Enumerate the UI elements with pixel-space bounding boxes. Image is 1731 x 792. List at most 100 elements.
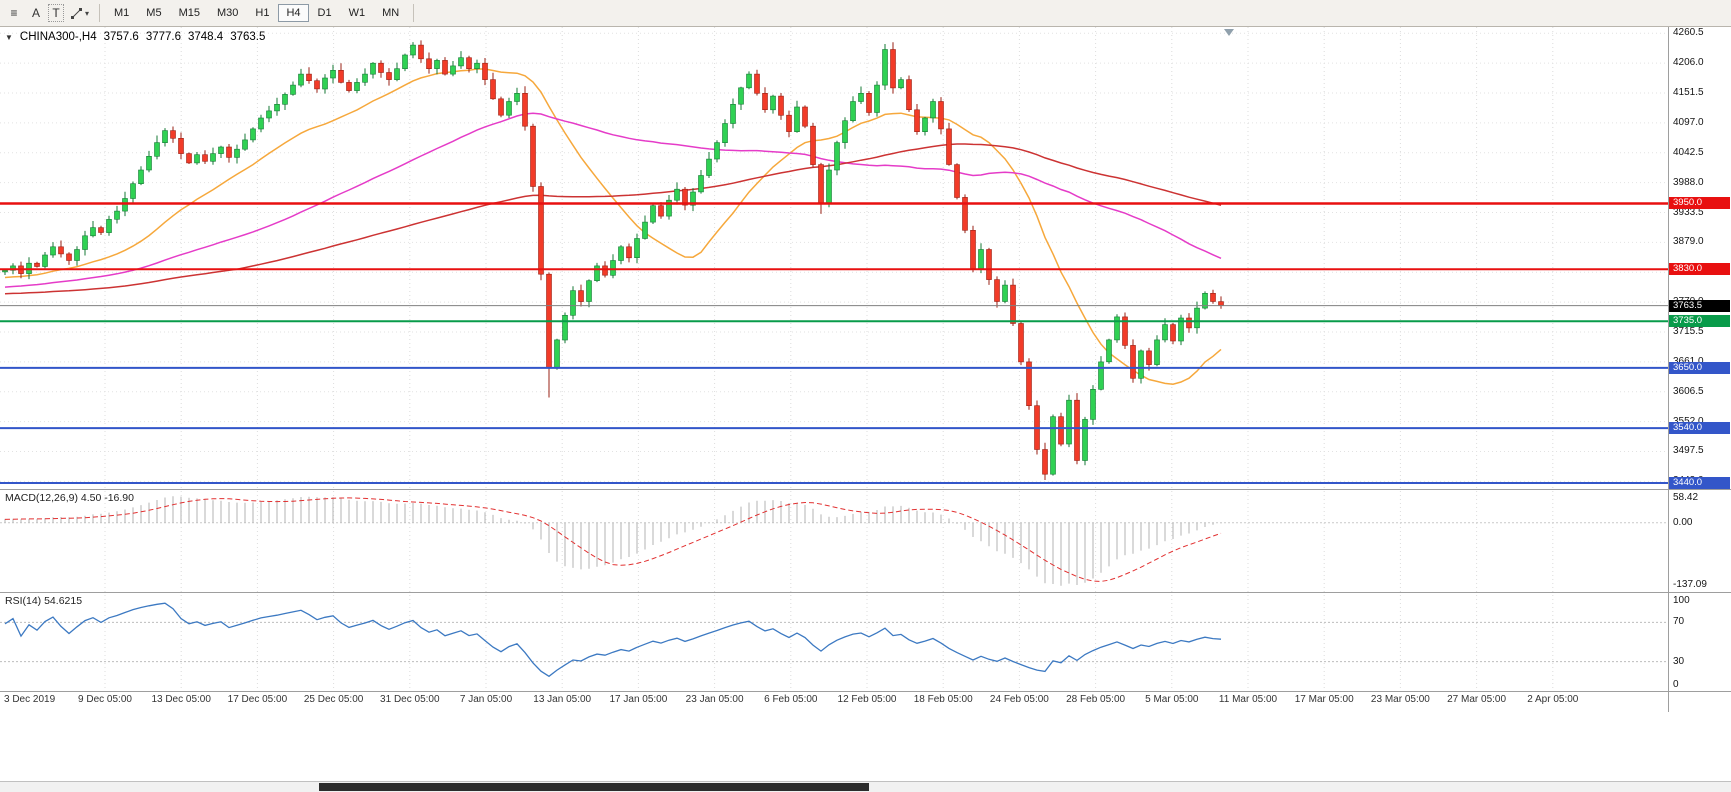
time-axis-label: 11 Mar 05:00 [1218,694,1278,705]
candle-body [242,139,248,150]
price-level-marker[interactable]: 3540.0 [1669,422,1730,435]
candle-body [642,221,648,239]
candle-body [466,57,472,70]
candle-body [226,146,232,158]
candle-body [82,235,88,250]
candle-body [570,290,576,316]
time-axis-label: 7 Jan 05:00 [459,694,513,705]
price-level-marker[interactable]: 3440.0 [1669,476,1730,489]
candle-body [898,79,904,89]
candle-body [730,104,736,124]
timeframe-button-d1[interactable]: D1 [310,4,340,22]
candle-body [690,191,696,206]
candle-body [162,130,168,144]
candle-body [554,339,560,368]
price-level-marker[interactable]: 3735.0 [1669,315,1730,328]
candle-body [210,153,216,162]
candle-body [674,188,680,201]
candle-body [650,205,656,223]
candle-body [922,117,928,132]
candle-body [322,77,328,90]
candle-body [722,123,728,144]
candle-body [346,82,352,91]
time-axis-label: 31 Dec 05:00 [380,694,440,705]
candle-body [386,72,392,80]
trendline-tool-icon[interactable]: ▾ [66,3,93,24]
candle-body [66,253,72,261]
one-click-trading-toggle[interactable]: ▼ [5,32,13,42]
candle-body [1042,449,1048,475]
timeframe-button-m30[interactable]: M30 [209,4,246,22]
candle-body [114,210,120,220]
price-axis-label: 4151.5 [1673,87,1704,99]
timeframe-button-h1[interactable]: H1 [247,4,277,22]
candle-body [794,106,800,133]
price-level-marker[interactable]: 3830.0 [1669,263,1730,276]
candle-body [1170,324,1176,342]
scrollbar-thumb[interactable] [318,783,869,791]
candle-body [938,101,944,130]
dropdown-caret-icon: ▾ [85,8,90,18]
candle-body [170,130,176,139]
candle-body [1194,307,1200,329]
candle-body [138,169,144,184]
chart-menu-icon[interactable]: ≡ [4,3,24,24]
candle-body [994,279,1000,302]
candle-body [258,117,264,130]
candle-body [1218,301,1224,307]
timeframe-button-group: M1 M5 M15 M30 H1 H4 D1 W1 MN [106,4,407,22]
time-axis-label: 23 Jan 05:00 [685,694,744,705]
time-axis-label: 3 Dec 2019 [4,694,56,705]
cursor-tool-icon[interactable]: A [26,3,46,24]
candle-body [610,260,616,276]
timeframe-button-mn[interactable]: MN [374,4,407,22]
candle-body [858,93,864,102]
candle-body [194,154,200,164]
candle-body [218,146,224,154]
timeframe-button-w1[interactable]: W1 [341,4,374,22]
time-axis-label: 25 Dec 05:00 [303,694,364,705]
time-axis-label: 6 Feb 05:00 [764,694,818,705]
candle-body [1098,361,1104,390]
candle-body [1210,292,1216,302]
candle-body [122,198,128,212]
symbol-info: ▼ CHINA300-,H4 3757.6 3777.6 3748.4 3763… [5,31,265,43]
candle-body [2,269,8,273]
candle-body [378,62,384,73]
candle-body [1202,292,1208,309]
candle-body [1146,350,1152,365]
price-level-marker[interactable]: 3650.0 [1669,361,1730,374]
timeframe-button-m5[interactable]: M5 [138,4,169,22]
candle-body [746,73,752,89]
price-level-marker[interactable]: 3950.0 [1669,197,1730,210]
time-axis-label: 9 Dec 05:00 [78,694,132,705]
candle-body [498,98,504,116]
timeframe-button-h4[interactable]: H4 [278,4,309,22]
time-axis-label: 2 Apr 05:00 [1527,694,1579,705]
horizontal-scrollbar[interactable] [0,781,1731,792]
chart-shift-marker[interactable] [1224,29,1234,36]
time-axis-label: 13 Jan 05:00 [533,694,592,705]
time-axis-label: 23 Mar 05:00 [1370,694,1430,705]
candle-body [634,238,640,259]
time-axis-label: 24 Feb 05:00 [989,694,1049,705]
candle-body [298,73,304,86]
ohlc-close: 3763.5 [230,31,266,43]
timeframe-button-m15[interactable]: M15 [171,4,208,22]
text-tool-icon[interactable]: T [48,4,64,22]
candle-body [34,262,40,267]
candle-body [1114,316,1120,341]
macd-indicator-label: MACD(12,26,9) 4.50 -16.90 [5,492,134,504]
price-axis-label: 3661.0 [1673,356,1704,367]
candle-body [602,265,608,276]
timeframe-button-m1[interactable]: M1 [106,4,137,22]
candle-body [1066,399,1072,445]
rsi-axis-label: 70 [1673,616,1685,628]
candle-body [770,95,776,111]
candle-body [290,84,296,95]
candle-body [818,164,824,204]
candle-body [698,175,704,193]
candle-body [594,265,600,281]
